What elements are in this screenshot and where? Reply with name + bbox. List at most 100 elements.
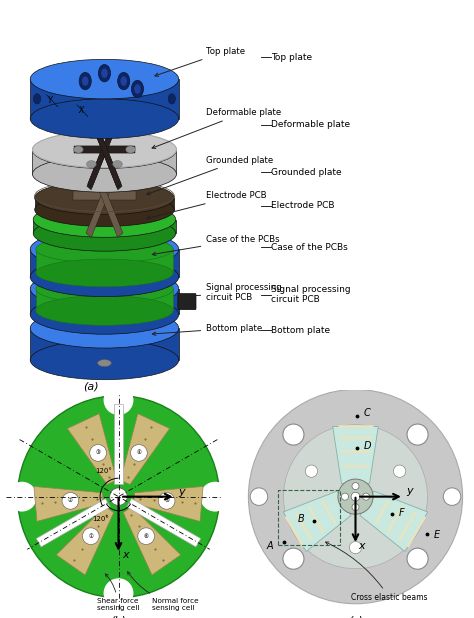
- Circle shape: [349, 541, 362, 554]
- Text: Cross elastic beams: Cross elastic beams: [326, 542, 428, 602]
- FancyBboxPatch shape: [86, 154, 123, 237]
- Circle shape: [283, 548, 304, 569]
- Circle shape: [109, 488, 128, 506]
- Ellipse shape: [30, 269, 179, 308]
- Text: $x$: $x$: [122, 550, 131, 560]
- Circle shape: [352, 504, 359, 510]
- Circle shape: [407, 548, 428, 569]
- Ellipse shape: [35, 193, 174, 226]
- Ellipse shape: [33, 216, 176, 251]
- Text: Top plate: Top plate: [272, 53, 312, 62]
- Polygon shape: [34, 486, 103, 522]
- Text: Grounded plate: Grounded plate: [272, 167, 342, 177]
- Text: Shear force
sensing cell: Shear force sensing cell: [97, 574, 139, 611]
- Text: X: X: [79, 106, 84, 115]
- Circle shape: [62, 493, 79, 509]
- Text: Bottom plate: Bottom plate: [272, 326, 330, 335]
- Circle shape: [90, 444, 107, 461]
- Bar: [35, 198, 174, 210]
- Circle shape: [131, 80, 144, 98]
- Circle shape: [250, 488, 268, 506]
- Text: ④: ④: [137, 451, 141, 455]
- Text: ③: ③: [96, 451, 100, 455]
- Circle shape: [82, 528, 99, 544]
- Text: $\mathit{D}$: $\mathit{D}$: [363, 439, 372, 451]
- Text: Electrode PCB: Electrode PCB: [272, 201, 335, 210]
- Text: $y$: $y$: [178, 487, 187, 499]
- Text: $\mathit{C}$: $\mathit{C}$: [363, 407, 371, 418]
- Circle shape: [118, 72, 130, 90]
- Ellipse shape: [30, 257, 179, 297]
- Bar: [30, 289, 179, 315]
- Bar: [36, 249, 173, 273]
- Text: Signal processing
circuit PCB: Signal processing circuit PCB: [182, 283, 282, 302]
- Ellipse shape: [36, 259, 173, 287]
- Bar: [30, 79, 179, 119]
- Text: (b): (b): [110, 615, 127, 618]
- Text: $\mathit{F}$: $\mathit{F}$: [398, 506, 405, 519]
- Circle shape: [104, 385, 133, 415]
- Text: ②: ②: [68, 498, 73, 503]
- Circle shape: [79, 72, 91, 90]
- Text: Top plate: Top plate: [155, 47, 246, 77]
- Ellipse shape: [87, 131, 96, 138]
- Ellipse shape: [30, 99, 179, 138]
- Ellipse shape: [32, 132, 176, 169]
- Circle shape: [443, 488, 461, 506]
- Circle shape: [138, 528, 155, 544]
- Ellipse shape: [35, 181, 174, 214]
- Circle shape: [352, 483, 359, 489]
- Text: Bottom plate: Bottom plate: [152, 324, 263, 336]
- FancyBboxPatch shape: [88, 112, 121, 187]
- Polygon shape: [114, 405, 123, 485]
- Text: Grounded plate: Grounded plate: [146, 156, 273, 195]
- FancyBboxPatch shape: [87, 109, 122, 190]
- Text: Case of the PCBs: Case of the PCBs: [272, 243, 348, 252]
- Circle shape: [134, 84, 141, 94]
- FancyBboxPatch shape: [75, 146, 133, 153]
- Circle shape: [168, 94, 175, 104]
- Circle shape: [82, 77, 89, 86]
- Ellipse shape: [113, 131, 122, 138]
- Text: (a): (a): [83, 381, 99, 392]
- Circle shape: [158, 493, 175, 509]
- Circle shape: [363, 493, 370, 500]
- Text: Y: Y: [47, 96, 52, 105]
- Text: Electrode PCB: Electrode PCB: [146, 192, 267, 219]
- Circle shape: [34, 94, 41, 104]
- Ellipse shape: [30, 295, 179, 334]
- Ellipse shape: [33, 201, 176, 237]
- Ellipse shape: [87, 161, 96, 167]
- Circle shape: [351, 493, 360, 501]
- Text: Signal processing
circuit PCB: Signal processing circuit PCB: [272, 285, 351, 304]
- Bar: [32, 150, 176, 174]
- Text: Deformable plate: Deformable plate: [152, 108, 282, 148]
- Text: $y$: $y$: [406, 486, 415, 498]
- Polygon shape: [36, 499, 110, 547]
- Text: $\mathit{B}$: $\mathit{B}$: [297, 512, 305, 523]
- Bar: [30, 328, 179, 360]
- Polygon shape: [283, 491, 351, 551]
- FancyBboxPatch shape: [87, 109, 122, 190]
- Circle shape: [338, 479, 373, 514]
- Ellipse shape: [36, 274, 173, 303]
- Ellipse shape: [32, 156, 176, 192]
- Bar: [33, 219, 176, 234]
- Text: (c): (c): [348, 615, 363, 618]
- Circle shape: [104, 578, 133, 608]
- Ellipse shape: [126, 146, 136, 153]
- Circle shape: [7, 481, 37, 512]
- Circle shape: [305, 465, 318, 477]
- Circle shape: [130, 444, 147, 461]
- Circle shape: [120, 77, 127, 86]
- Circle shape: [283, 425, 428, 569]
- Circle shape: [248, 389, 463, 604]
- Circle shape: [393, 465, 406, 477]
- FancyBboxPatch shape: [73, 146, 136, 153]
- Polygon shape: [333, 426, 378, 483]
- Text: Deformable plate: Deformable plate: [272, 120, 350, 129]
- Polygon shape: [120, 413, 170, 485]
- Ellipse shape: [36, 235, 173, 263]
- Ellipse shape: [30, 229, 179, 269]
- Circle shape: [101, 69, 108, 78]
